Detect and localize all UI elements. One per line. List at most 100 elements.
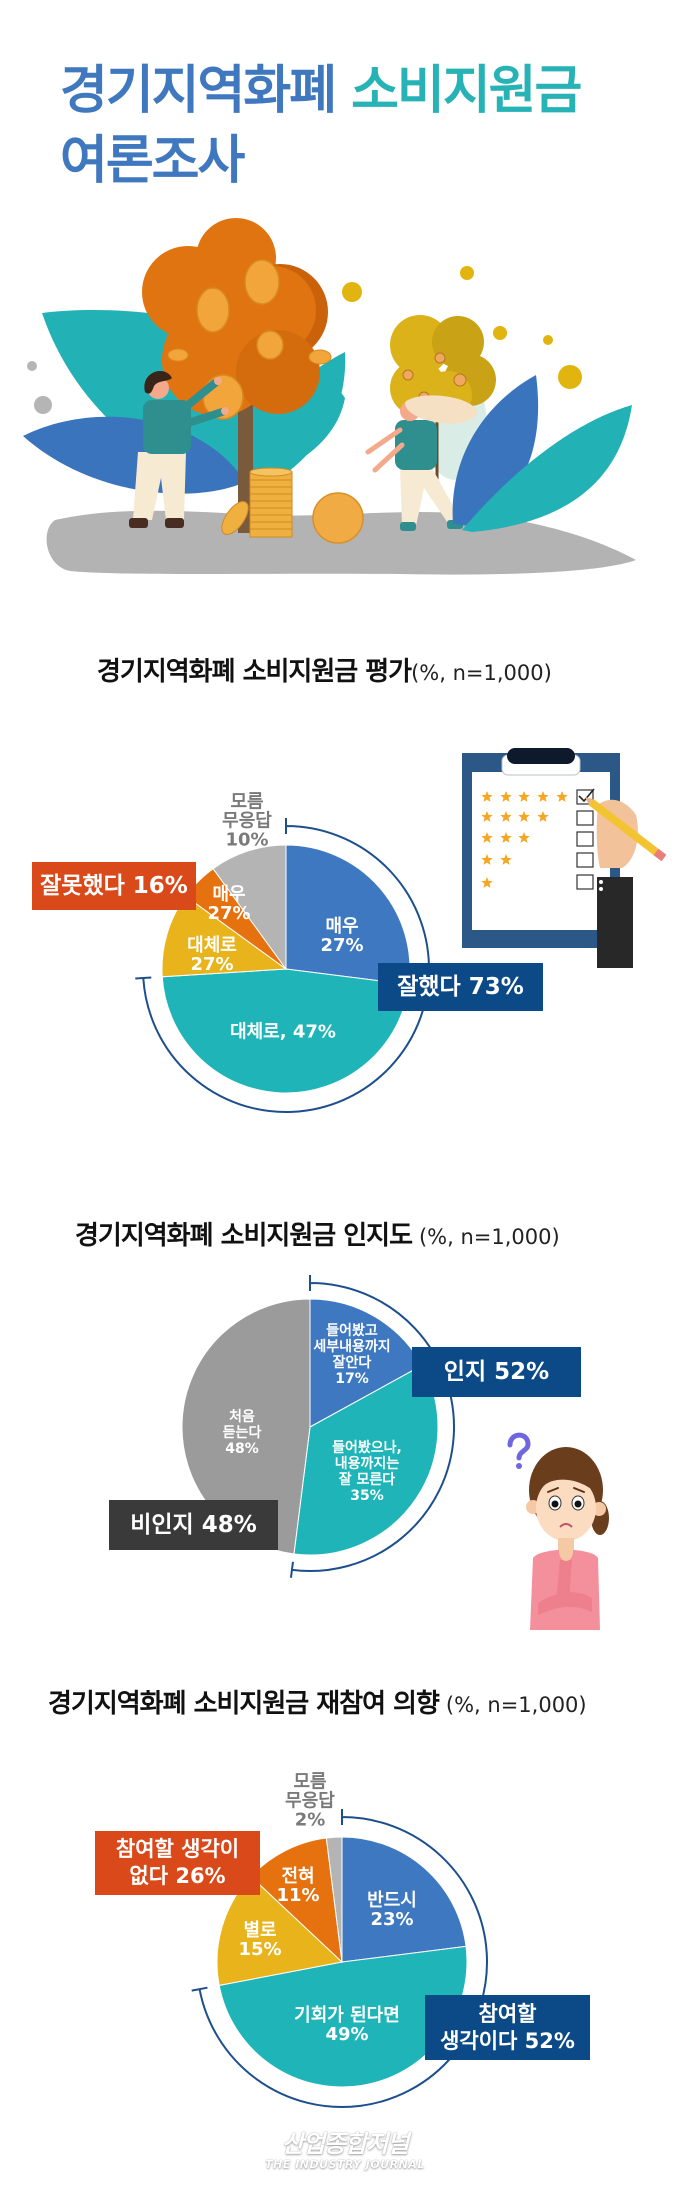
person-right: [365, 395, 478, 531]
gray-dot-large: [34, 396, 52, 414]
group-badge-bad: 잘못했다 16%: [32, 862, 196, 910]
section-title-awareness: 경기지역화폐 소비지원금 인지도 (%, n=1,000): [75, 1221, 560, 1252]
slice-label-if-chance: 기회가 된다면 49%: [294, 2005, 400, 2045]
question-mark-dot: [516, 1463, 522, 1469]
slice-label-not-really: 별로 15%: [238, 1920, 282, 1960]
pie-slice-mostly-good: [161, 968, 410, 1094]
person-left-hair: [144, 370, 172, 394]
coin-stack-body: [249, 471, 293, 538]
slice-label-mostly-bad: 대체로 27%: [187, 935, 237, 975]
yellow-dot: [558, 365, 582, 389]
section-title-evaluation: 경기지역화폐 소비지원금 평가(%, n=1,000): [97, 657, 552, 688]
decor-dots-yellow: [342, 266, 582, 389]
person-left-shoe: [165, 518, 184, 528]
section-title-note: (%, n=1,000): [418, 1225, 560, 1249]
person-left-pants: [133, 452, 186, 520]
woman-forearm: [556, 1560, 572, 1602]
checkbox-icon: [576, 852, 594, 868]
section-title-text: 경기지역화폐 소비지원금 재참여 의향: [48, 1689, 440, 1719]
section-title-text: 경기지역화폐 소비지원금 평가: [97, 657, 412, 687]
woman-bangs: [531, 1470, 602, 1500]
footer-logo: 산업종합저널 THE INDUSTRY JOURNAL: [0, 2130, 690, 2172]
coin-on-tree: [256, 330, 284, 360]
group-badge-good: 잘했다 73%: [378, 963, 543, 1011]
pencil-eraser: [653, 848, 667, 862]
yellow-dot: [460, 266, 474, 280]
slice-label-no-answer: 모름 무응답 2%: [285, 1771, 335, 1831]
hero-illustration: [23, 218, 636, 575]
slice-label-not-at-all: 전혀 11%: [276, 1866, 320, 1906]
person-left-shoe: [129, 518, 148, 528]
coin-on-tree: [244, 259, 280, 305]
main-title-line2: 여론조사: [60, 131, 245, 191]
woman-pupil: [551, 1500, 559, 1508]
coin-small: [402, 369, 414, 381]
coin-on-tree: [196, 287, 230, 333]
pie-slice-heard-not-know: [293, 1364, 439, 1556]
main-title: 경기지역화폐 소비지원금 여론조사: [60, 56, 582, 196]
pencil: [588, 798, 663, 859]
gray-dot-small: [27, 361, 37, 371]
main-title-part2: 소비지원금: [351, 61, 582, 121]
coin-small: [453, 373, 467, 387]
decor-dots-gray: [27, 361, 52, 414]
section-title-reparticipation: 경기지역화폐 소비지원금 재참여 의향 (%, n=1,000): [48, 1689, 587, 1720]
pie-slice-very-good: [285, 844, 411, 986]
coin-falling: [167, 348, 189, 362]
slice-label-very-bad: 매우 27%: [207, 884, 251, 924]
section-title-note: (%, n=1,000): [445, 1693, 587, 1717]
leaf-teal-right: [462, 405, 632, 532]
person-right-hair: [405, 395, 478, 424]
person-right-pants: [400, 468, 462, 526]
yellow-dot: [493, 326, 507, 340]
tree-trunk: [238, 405, 253, 533]
person-left-hand: [221, 407, 229, 415]
woman-eyebrows: [547, 1487, 585, 1493]
woman-pupil: [574, 1500, 582, 1508]
slice-label-definitely: 반드시 23%: [367, 1890, 417, 1930]
group-bracket-arc: [289, 1275, 456, 1578]
group-badge-will-not-participate: 참여할 생각이 없다 26%: [95, 1831, 260, 1895]
money-tree-orange: [142, 218, 332, 533]
group-bracket-arc: [135, 818, 430, 1113]
pie-slice-no-answer: [325, 1836, 343, 1963]
sleeve: [597, 877, 633, 968]
person-left-shirt: [143, 400, 191, 454]
person-right-shirt: [395, 420, 437, 470]
slice-label-very-good: 매우 27%: [320, 916, 364, 956]
slice-label-heard-not-know: 들어봤으나, 내용까지는 잘 모른다 35%: [332, 1440, 402, 1504]
pie-slice-no-answer: [212, 844, 287, 971]
cufflink: [599, 887, 603, 891]
footer-logo-english: THE INDUSTRY JOURNAL: [265, 2158, 425, 2171]
person-left-arms: [178, 379, 226, 429]
leaf-teal-mid: [250, 352, 346, 490]
group-badge-will-participate: 참여할 생각이다 52%: [425, 1995, 590, 2060]
confused-woman-illustration: [507, 1432, 609, 1630]
yellow-dot: [543, 335, 553, 345]
checkbox-icon: [576, 874, 594, 890]
slice-label-no-answer: 모름 무응답 10%: [222, 791, 272, 851]
clipboard-illustration: [462, 748, 667, 968]
slice-label-first-time: 처음 듣는다 48%: [222, 1409, 262, 1457]
group-badge-aware: 인지 52%: [412, 1347, 581, 1397]
leaf-blue-right: [452, 375, 539, 526]
cufflink: [599, 880, 603, 884]
woman-arm: [538, 1592, 592, 1615]
coin-stack-top: [249, 467, 293, 477]
question-mark-icon: [507, 1432, 531, 1461]
coin-stack-lines: [250, 479, 292, 530]
footer-logo-korean: 산업종합저널: [281, 2130, 409, 2158]
pie-slice-definitely: [341, 1836, 467, 1963]
rating-checkboxes: [576, 789, 594, 890]
checkbox-icon: [576, 810, 594, 826]
main-title-line1: 경기지역화폐 소비지원금: [60, 56, 582, 126]
coin-falling: [308, 349, 332, 365]
section-title-note: (%, n=1,000): [411, 661, 552, 685]
pencil-tip: [585, 797, 593, 805]
main-title-part1: 경기지역화폐: [60, 61, 337, 121]
pie-chart-evaluation: [135, 818, 430, 1113]
slice-label-know-details: 들어봤고 세부내용까지 잘안다 17%: [313, 1323, 391, 1387]
person-left: [129, 370, 229, 528]
person-right-shoe: [400, 522, 416, 531]
